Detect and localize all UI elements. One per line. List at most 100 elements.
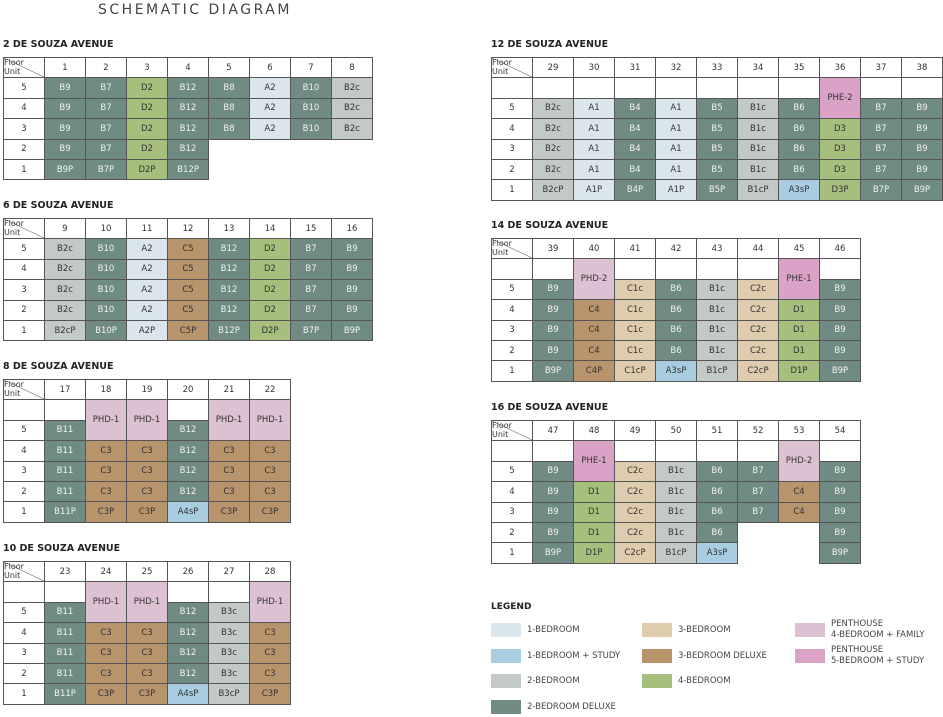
empty-cell (901, 77, 943, 99)
unit-cell: B12 (167, 642, 209, 664)
unit-cell: C4 (573, 340, 615, 362)
unit-cell: B6 (696, 501, 738, 523)
legend-label: 3-BEDROOM DELUXE (678, 651, 767, 662)
unit-cell: B1c (737, 138, 779, 160)
unit-number: 2 (85, 57, 127, 79)
unit-cell: C2cP (614, 542, 656, 564)
unit-cell: B3cP (208, 683, 250, 705)
legend-swatch (642, 674, 672, 688)
unit-cell: B9 (331, 299, 373, 321)
block-title: 8 DE SOUZA AVENUE (3, 361, 114, 372)
unit-cell: D2 (126, 138, 168, 160)
unit-cell: A1P (655, 179, 697, 201)
unit-cell: PHD-1 (85, 581, 127, 624)
unit-number: 32 (655, 57, 697, 79)
unit-cell: B10 (85, 258, 127, 281)
unit-number: 54 (819, 420, 861, 442)
unit-cell: B9 (532, 522, 574, 544)
unit-cell: B8 (208, 118, 250, 140)
unit-cell: B2c (331, 77, 373, 99)
unit-label: Unit (4, 389, 21, 398)
legend-swatch (642, 623, 672, 637)
unit-label: Unit (4, 67, 21, 76)
unit-cell: A1 (655, 97, 697, 120)
unit-cell: B2c (44, 299, 86, 321)
unit-cell: D3 (819, 159, 861, 181)
empty-cell (696, 258, 738, 280)
unit-cell: PHE-1 (778, 258, 820, 301)
unit-cell: C2c (737, 340, 779, 362)
floor-number: 4 (3, 258, 45, 281)
unit-cell: B1c (696, 278, 738, 301)
unit-cell: C1c (614, 299, 656, 321)
unit-cell: D2 (126, 77, 168, 99)
unit-cell: B1c (696, 319, 738, 341)
unit-number: 38 (901, 57, 943, 79)
unit-cell: B7 (290, 258, 332, 281)
unit-cell: C1cP (614, 360, 656, 382)
unit-cell: C3P (126, 501, 168, 523)
unit-cell: B9 (532, 481, 574, 503)
empty-cell (208, 581, 250, 603)
unit-number: 44 (737, 238, 779, 260)
unit-cell: C3 (126, 663, 168, 685)
unit-cell: B12 (208, 279, 250, 301)
unit-cell: B5 (696, 138, 738, 160)
unit-cell: C3P (249, 501, 291, 523)
floor-number (491, 440, 533, 462)
unit-cell: B9 (532, 340, 574, 362)
legend-line: 4-BEDROOM (678, 676, 731, 686)
unit-number: 21 (208, 379, 250, 401)
unit-cell: C3P (126, 683, 168, 705)
unit-number: 26 (167, 561, 209, 583)
unit-cell: A2P (126, 320, 168, 342)
unit-label: Unit (4, 228, 21, 237)
unit-cell: A1 (655, 118, 697, 140)
unit-cell: D1P (778, 360, 820, 382)
legend-line: 1-BEDROOM (527, 625, 580, 635)
unit-cell: C3 (208, 460, 250, 482)
unit-cell: C3 (208, 481, 250, 503)
empty-cell (44, 581, 86, 603)
unit-cell: B2c (331, 97, 373, 120)
unit-cell: A3sP (696, 542, 738, 564)
unit-cell: B12 (167, 601, 209, 624)
unit-cell: B10 (290, 97, 332, 120)
unit-cell: A2 (249, 77, 291, 99)
floor-number: 2 (491, 522, 533, 544)
unit-cell: C4 (778, 501, 820, 523)
unit-cell: PHE-2 (819, 77, 861, 120)
empty-cell (655, 258, 697, 280)
floor-number: 3 (3, 642, 45, 664)
floor-number: 4 (491, 118, 533, 140)
unit-cell: B2cP (44, 320, 86, 342)
unit-label: Unit (492, 67, 509, 76)
legend-line: 2-BEDROOM DELUXE (527, 702, 616, 712)
unit-cell: D3P (819, 179, 861, 201)
unit-cell: B6 (655, 319, 697, 341)
unit-cell: A3sP (778, 179, 820, 201)
unit-number: 34 (737, 57, 779, 79)
unit-cell: C2c (737, 299, 779, 321)
unit-cell: B1c (737, 118, 779, 140)
block-title: 16 DE SOUZA AVENUE (491, 402, 609, 413)
unit-number: 53 (778, 420, 820, 442)
unit-cell: B2c (331, 118, 373, 140)
unit-cell: B6 (778, 118, 820, 140)
unit-number: 3 (126, 57, 168, 79)
unit-cell: B9 (532, 299, 574, 321)
unit-number: 15 (290, 218, 332, 240)
unit-cell: C3 (85, 663, 127, 685)
unit-number: 45 (778, 238, 820, 260)
unit-cell: C4 (573, 299, 615, 321)
unit-cell: B9 (819, 501, 861, 523)
unit-cell: B11 (44, 663, 86, 685)
unit-cell: C1c (614, 319, 656, 341)
unit-cell: B5 (696, 118, 738, 140)
floor-number: 1 (3, 320, 45, 342)
header-corner: Floor Unit (491, 420, 533, 442)
block-title: 2 DE SOUZA AVENUE (3, 39, 114, 50)
unit-cell: B5 (696, 97, 738, 120)
unit-cell: B6 (778, 159, 820, 181)
unit-cell: C2c (614, 522, 656, 544)
